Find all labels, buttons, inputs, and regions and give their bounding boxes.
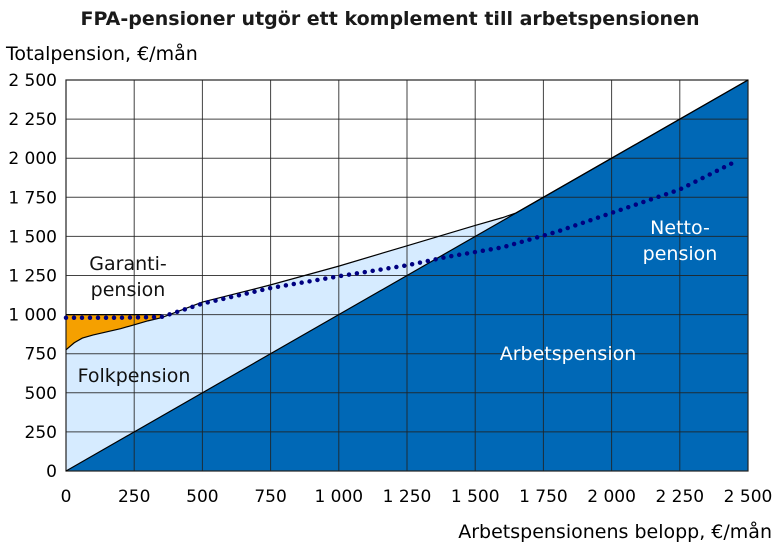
label-arbetspension-line: Arbetspension [500,343,637,365]
label-nettopension: Netto-pension [643,217,718,265]
y-tick-labels: 0 250 500 750 1 000 1 250 1 500 1 750 2 000 2 250… [8,71,57,482]
y-tick-label: 1 500 [8,227,57,247]
area-labels: Garanti-pension Folkpension Arbetspension N… [78,217,718,387]
x-tick-label: 250 [118,487,150,507]
label-folkpension: Folkpension [78,365,191,387]
y-tick-label: 2 250 [8,110,57,130]
y-tick-label: 750 [25,345,57,365]
label-garantipension-line: Garanti- [89,253,166,275]
x-tick-label: 2 000 [587,487,636,507]
x-tick-label: 0 [61,487,72,507]
x-tick-label: 500 [186,487,218,507]
y-tick-label: 2 000 [8,149,57,169]
x-tick-label: 2 500 [724,487,773,507]
x-tick-label: 1 000 [314,487,363,507]
label-nettopension-line: Netto- [650,217,710,239]
y-tick-label: 1 250 [8,267,57,287]
x-tick-label: 2 250 [655,487,704,507]
y-tick-label: 500 [25,384,57,404]
line-arbetspension [65,79,749,472]
y-axis-label: Totalpension, €/mån [5,42,198,65]
chart-lines [63,79,749,472]
y-tick-label: 1 000 [8,306,57,326]
label-nettopension-line: pension [643,243,718,265]
y-tick-label: 250 [25,423,57,443]
x-tick-label: 750 [254,487,286,507]
x-tick-labels: 0 250 500 750 1 000 1 250 1 500 1 750 2 000 2 250… [61,487,773,507]
x-tick-label: 1 250 [383,487,432,507]
plot-frame [65,79,749,472]
y-tick-label: 2 500 [8,71,57,91]
label-folkpension-line: Folkpension [78,365,191,387]
x-axis-label: Arbetspensionens belopp, €/mån [458,520,772,543]
chart-title: FPA-pensioner utgör ett komplement till … [81,8,700,30]
y-tick-label: 1 750 [8,188,57,208]
y-tick-label: 0 [46,462,57,482]
x-tick-label: 1 750 [519,487,568,507]
line-total-folkpension [65,79,749,351]
label-arbetspension: Arbetspension [500,343,637,365]
line-nettopension [63,159,737,320]
x-tick-label: 1 500 [451,487,500,507]
label-garantipension-line: pension [91,279,166,301]
label-garantipension: Garanti-pension [89,253,166,301]
